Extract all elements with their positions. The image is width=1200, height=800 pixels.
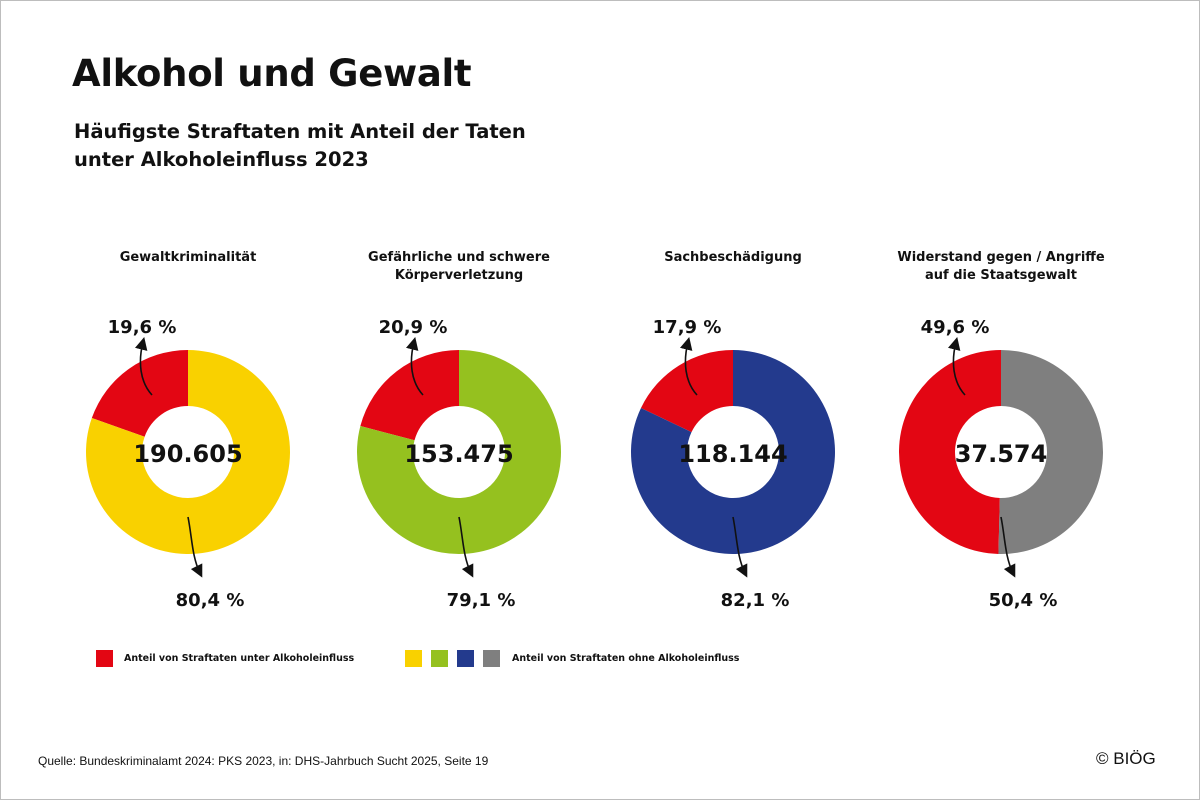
subtitle-line-1: Häufigste Straftaten mit Anteil der Tate…: [74, 120, 526, 143]
total-label-1: 190.605: [133, 440, 242, 468]
slice-with-alcohol-3: [640, 350, 733, 433]
slice-without-alcohol-2: [357, 350, 562, 554]
percent-without-alcohol-2: 79,1 %: [447, 590, 516, 611]
percent-with-alcohol-3: 17,9 %: [653, 317, 722, 338]
subtitle-line-2: unter Alkoholeinfluss 2023: [74, 148, 369, 171]
legend-swatch-with-alcohol: [96, 650, 113, 667]
slice-with-alcohol-1: [91, 350, 188, 437]
copyright-mark: © BIÖG: [1096, 749, 1156, 768]
percent-without-alcohol-1: 80,4 %: [176, 590, 245, 611]
slice-without-alcohol-4: [998, 350, 1103, 554]
source-note: Quelle: Bundeskriminalamt 2024: PKS 2023…: [38, 754, 489, 768]
legend-label-without-alcohol: Anteil von Straftaten ohne Alkoholeinflu…: [512, 653, 740, 664]
legend-swatch-without-green: [431, 650, 448, 667]
chart-title-4-line-2: auf die Staatsgewalt: [925, 268, 1077, 283]
slice-with-alcohol-2: [360, 350, 459, 441]
page-title: Alkohol und Gewalt: [72, 52, 472, 95]
chart-title-3-line-1: Sachbeschädigung: [664, 250, 802, 265]
legend-swatch-without-blue: [457, 650, 474, 667]
slice-without-alcohol-1: [85, 350, 290, 554]
percent-without-alcohol-4: 50,4 %: [989, 590, 1058, 611]
arrow-with-alcohol-1: [134, 337, 153, 396]
arrow-with-alcohol-3: [679, 337, 698, 396]
arrow-without-alcohol-2: [458, 516, 474, 578]
total-label-3: 118.144: [678, 440, 787, 468]
arrow-without-alcohol-3: [732, 516, 748, 578]
arrow-with-alcohol-4: [947, 337, 966, 396]
legend-label-with-alcohol: Anteil von Straftaten unter Alkoholeinfl…: [124, 653, 355, 664]
percent-without-alcohol-3: 82,1 %: [721, 590, 790, 611]
chart-title-4-line-1: Widerstand gegen / Angriffe: [897, 250, 1104, 265]
legend-swatch-without-grey: [483, 650, 500, 667]
total-label-2: 153.475: [404, 440, 513, 468]
total-label-4: 37.574: [955, 440, 1048, 468]
arrow-with-alcohol-2: [405, 337, 424, 396]
chart-title-2-line-2: Körperverletzung: [395, 268, 523, 283]
percent-with-alcohol-1: 19,6 %: [108, 317, 177, 338]
slice-without-alcohol-3: [631, 350, 835, 554]
arrow-without-alcohol-4: [1000, 516, 1016, 578]
legend-swatch-without-yellow: [405, 650, 422, 667]
percent-with-alcohol-2: 20,9 %: [379, 317, 448, 338]
chart-title-1-line-1: Gewaltkriminalität: [120, 250, 257, 265]
arrow-without-alcohol-1: [187, 516, 203, 578]
percent-with-alcohol-4: 49,6 %: [921, 317, 990, 338]
chart-title-2-line-1: Gefährliche und schwere: [368, 250, 550, 265]
slice-with-alcohol-4: [898, 350, 1001, 554]
